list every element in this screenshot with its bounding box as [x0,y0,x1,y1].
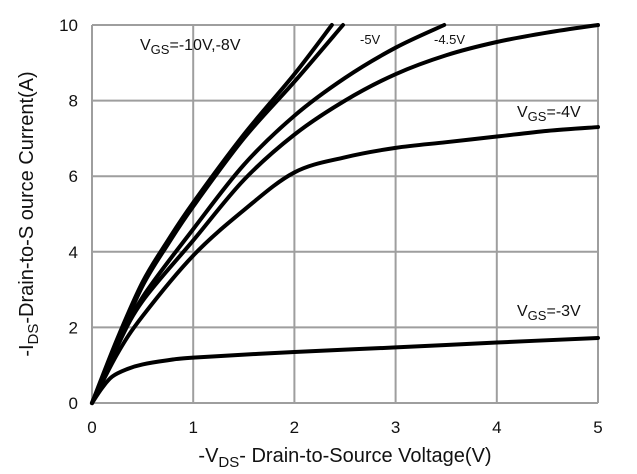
x-tick-label: 4 [492,418,501,437]
y-tick-label: 2 [69,318,78,337]
curve-vgs-8V [90,23,345,405]
x-tick-label: 3 [391,418,400,437]
annotation-vgs-4: VGS=-4V [517,104,581,124]
x-tick-label: 1 [188,418,197,437]
y-axis-title: -IDS-Drain-to-S ource Current(A) [16,71,42,356]
y-tick-label: 10 [59,16,78,35]
y-tick-label: 4 [69,243,78,262]
curve-vgs-3V [90,335,600,405]
annotation-vgs-3: VGS=-3V [517,303,581,323]
curves [90,23,600,405]
tick-labels: 0 1 2 3 4 5 0 2 4 6 8 10 [59,16,603,437]
y-tick-label: 0 [69,394,78,413]
y-tick-label: 6 [69,167,78,186]
x-tick-label: 0 [87,418,96,437]
x-axis-title: -VDS- Drain-to-Source Voltage(V) [198,445,491,471]
annotation-vgs-4.5: -4.5V [434,32,465,47]
grid [91,24,599,404]
annotation-vgs-10-8: VGS=-10V,-8V [140,37,241,57]
annotation-vgs-5: -5V [360,32,381,47]
x-tick-label: 5 [593,418,602,437]
curve-vgs-4V [90,125,600,405]
y-tick-label: 8 [69,92,78,111]
curve-vgs-4.5V [90,23,600,405]
x-tick-label: 2 [290,418,299,437]
